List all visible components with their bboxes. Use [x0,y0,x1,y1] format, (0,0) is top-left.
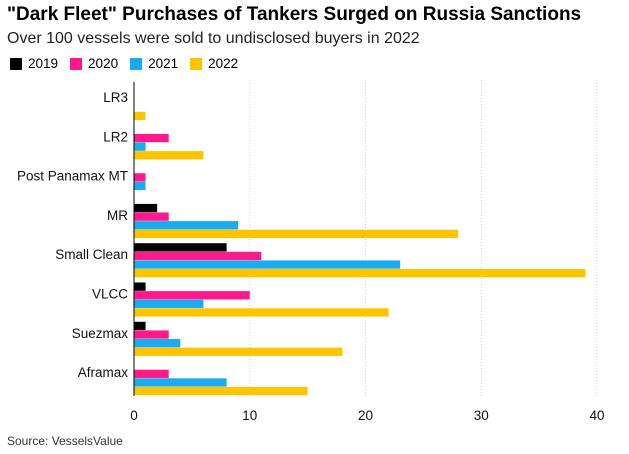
bar-2021-3 [134,221,239,230]
bar-2021-4 [134,260,401,269]
chart-subtitle: Over 100 vessels were sold to undisclose… [7,30,420,47]
bar-2022-1 [134,151,204,160]
x-tick-label-10: 10 [242,408,257,423]
bar-2020-1 [134,133,169,143]
legend-item-2022: 2022 [190,56,238,71]
bar-2022-5 [134,308,389,317]
legend-label-2022: 2022 [208,56,239,71]
bar-2020-3 [134,212,169,221]
bar-2021-5 [134,299,204,308]
legend-swatch-2022 [190,57,203,70]
x-tick-label-20: 20 [358,408,373,423]
bar-2019-5 [134,282,146,291]
bar-2022-3 [134,229,459,238]
y-tick-label-3: MR [107,208,128,223]
bar-2020-6 [134,330,169,339]
legend-swatch-2020 [70,57,83,70]
x-tick-label-0: 0 [130,408,138,423]
legend-label-2019: 2019 [28,56,59,71]
y-tick-label-1: LR2 [103,129,128,144]
legend-swatch-2021 [130,57,143,70]
legend-item-2019: 2019 [10,56,58,71]
chart-legend: 2019 2020 2021 2022 [10,56,238,71]
legend-label-2020: 2020 [88,56,119,71]
y-tick-label-7: Aframax [78,365,129,380]
legend-item-2021: 2021 [130,56,178,71]
x-tick-label-40: 40 [589,408,604,423]
y-tick-label-6: Suezmax [72,326,129,341]
bar-2021-6 [134,339,181,348]
bar-2022-6 [134,347,343,356]
bar-2020-2 [134,173,146,182]
y-tick-label-4: Small Clean [55,247,128,262]
source-note: Source: VesselsValue [7,434,123,448]
bar-2020-4 [134,251,262,261]
y-tick-label-2: Post Panamax MT [17,169,128,184]
y-tick-label-0: LR3 [103,90,128,105]
bar-2019-3 [134,203,158,213]
bar-2022-0 [134,111,146,121]
bar-2022-4 [134,269,586,278]
bar-2020-7 [134,369,169,378]
y-tick-label-5: VLCC [92,287,128,302]
bar-2021-2 [134,181,146,191]
legend-label-2021: 2021 [148,56,179,71]
bar-2021-7 [134,378,227,387]
legend-item-2020: 2020 [70,56,118,71]
bar-2021-1 [134,142,146,151]
bar-2020-5 [134,291,250,300]
legend-swatch-2019 [10,57,22,70]
bar-2019-4 [134,243,227,252]
x-tick-label-30: 30 [474,408,489,423]
chart-title: "Dark Fleet" Purchases of Tankers Surged… [7,4,582,25]
bar-2019-6 [134,321,146,331]
bar-2022-7 [134,386,308,396]
